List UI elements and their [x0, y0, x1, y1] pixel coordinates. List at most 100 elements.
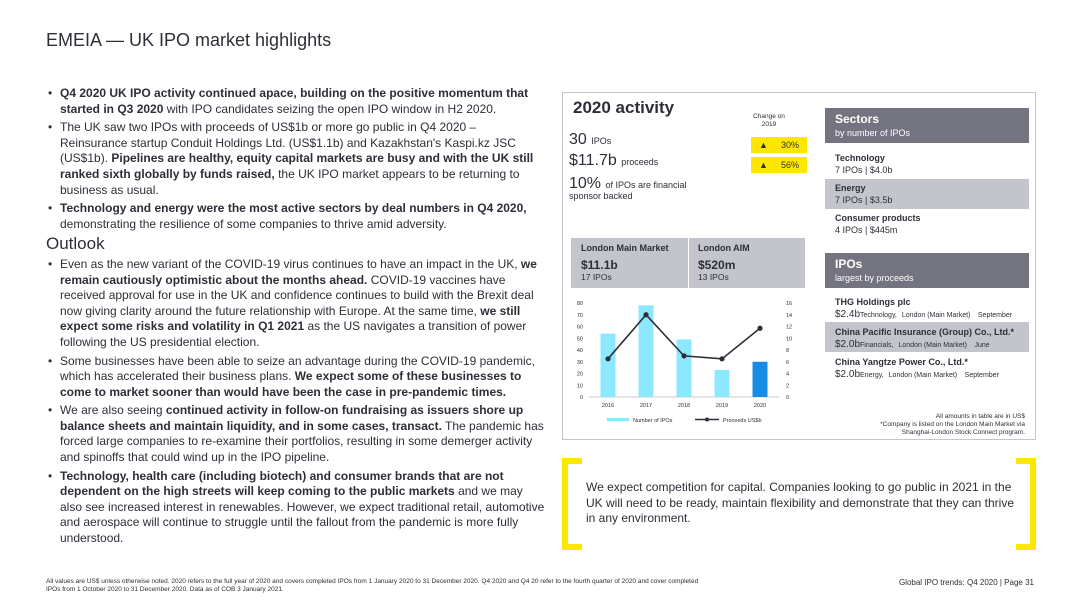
y-right-tick-label: 14 [786, 313, 792, 319]
bullet-item: Some businesses have been able to seize … [46, 354, 546, 401]
note-line: *Company is listed on the London Main Ma… [880, 421, 1025, 428]
bullet-text: The pandemic has forced large companies … [60, 418, 544, 465]
bullet-item: Technology and energy were the most acti… [46, 201, 546, 232]
bullet-text: COVID-19 vaccines have received approval… [60, 272, 534, 318]
sector-detail: 7 IPOs | $4.0b [835, 165, 893, 175]
ipo-market: London (Main Market) [901, 312, 971, 319]
market-aim: London AIM $520m 13 IPOs [688, 243, 805, 282]
bullet-item: Technology, health care (including biote… [46, 469, 546, 547]
legend-swatch-bars [607, 418, 629, 421]
ipo-month: September [977, 312, 1013, 319]
market-main-sub: 17 IPOs [581, 272, 612, 282]
bullet-bold: We expect some of these businesses to co… [60, 369, 522, 399]
ipo-name: China Pacific Insurance (Group) Co., Ltd… [835, 327, 1015, 337]
ipos-header: IPOs largest by proceeds [825, 253, 1029, 288]
y-right-tick-label: 12 [786, 325, 792, 331]
table-notes: All amounts in table are in US$ *Company… [880, 413, 1025, 437]
bullet-bold: we still expect some risks and volatilit… [60, 303, 521, 334]
y-left-tick-label: 50 [577, 336, 583, 342]
bullet-bold: we remain cautiously optimistic about th… [60, 256, 537, 287]
x-tick-label: 2018 [678, 403, 690, 409]
bullet-text: with IPO candidates seizing the open IPO… [163, 101, 497, 116]
note-line: Shanghai-London Stock Connect program. [901, 429, 1025, 436]
divider [688, 238, 689, 288]
bullet-bold: Technology, health care (including biote… [60, 468, 504, 499]
fin-value: 10% [569, 175, 602, 192]
bullet-text: The UK saw two IPOs with proceeds of US$… [60, 120, 516, 166]
stat-ipos: 30 IPOs [569, 131, 611, 149]
y-right-tick-label: 6 [786, 360, 789, 366]
sector-detail: 4 IPOs | $445m [835, 225, 898, 235]
ipos-subtitle: largest by proceeds [835, 273, 914, 283]
ipos-title: IPOs [835, 257, 863, 271]
ipo-sector: Energy, [860, 372, 884, 379]
bullets-outlook: Even as the new variant of the COVID-19 … [46, 257, 546, 547]
y-right-tick-label: 4 [786, 372, 789, 378]
x-tick-label: 2020 [754, 403, 766, 409]
y-right-tick-label: 10 [786, 336, 792, 342]
ipo-amount: $2.4b [835, 309, 861, 320]
x-tick-label: 2016 [602, 403, 614, 409]
ipo-month: September [964, 372, 999, 379]
bullet-item: Even as the new variant of the COVID-19 … [46, 257, 546, 351]
bracket-right [1016, 458, 1036, 550]
proceeds-value: $11.7b [569, 152, 617, 169]
bullet-bold: Technology and energy were the most acti… [60, 201, 527, 216]
bar [638, 305, 654, 397]
y-right-tick-label: 0 [786, 395, 789, 401]
ipo-item: THG Holdings plc $2.4bTechnology, London… [825, 292, 1029, 322]
bullet-bold: Q4 2020 UK IPO activity continued apace,… [60, 86, 529, 116]
bullet-item: The UK saw two IPOs with proceeds of US$… [46, 120, 546, 198]
proceeds-change: 56% [780, 160, 799, 170]
market-aim-sub: 13 IPOs [698, 272, 729, 282]
bullets-top: Q4 2020 UK IPO activity continued apace,… [46, 86, 546, 232]
market-aim-label: London AIM [698, 243, 750, 253]
legend-swatch-point [705, 417, 709, 422]
sector-item: Energy 7 IPOs | $3.5b [825, 179, 1029, 209]
bullet-text: as the US navigates a transition of powe… [60, 319, 527, 349]
fin-label: of IPOs are financial [605, 180, 687, 190]
sector-name: Energy [835, 183, 866, 193]
fin-label-2: sponsor backed [569, 191, 633, 201]
y-left-tick-label: 80 [577, 301, 583, 307]
bullet-text: the UK IPO market appears to be returnin… [60, 166, 520, 197]
bracket-left [562, 458, 582, 550]
bullet-item: We are also seeing continued activity in… [46, 403, 546, 465]
y-left-tick-label: 40 [577, 348, 583, 354]
sector-name: Consumer products [835, 213, 921, 223]
ipos-change-badge: ▲ 30% [751, 137, 807, 153]
ipo-name: China Yangtze Power Co., Ltd.* [835, 357, 968, 367]
ipo-amount: $2.0b [835, 339, 861, 350]
ipo-item: China Pacific Insurance (Group) Co., Ltd… [825, 322, 1029, 352]
footer-page: Global IPO trends: Q4 2020 | Page 31 [898, 578, 1034, 587]
line-point [757, 325, 763, 331]
stat-proceeds: $11.7b proceeds [569, 152, 658, 170]
ipo-amount: $2.0b [835, 369, 861, 380]
proceeds-label: proceeds [621, 157, 659, 167]
sectors-title: Sectors [835, 112, 880, 126]
commentary: Q4 2020 UK IPO activity continued apace,… [46, 86, 546, 550]
bullet-text: demonstrating the resilience of some com… [60, 216, 447, 231]
ipo-sector: Financials, [860, 342, 894, 349]
up-arrow-icon: ▲ [759, 160, 768, 170]
note-line: All amounts in table are in US$ [935, 413, 1025, 420]
ipo-name: THG Holdings plc [835, 297, 911, 307]
ipo-item: China Yangtze Power Co., Ltd.* $2.0bEner… [825, 352, 1029, 382]
line-point [643, 312, 649, 318]
ipos-value: 30 [569, 131, 587, 148]
x-tick-label: 2019 [716, 403, 728, 409]
line-point [719, 356, 725, 362]
sector-detail: 7 IPOs | $3.5b [835, 195, 893, 205]
y-right-tick-label: 16 [786, 301, 792, 307]
legend-label: Proceeds US$b [723, 418, 762, 424]
bullet-bold: Pipelines are healthy, equity capital ma… [60, 151, 534, 181]
y-left-tick-label: 10 [577, 383, 583, 389]
sectors-subtitle: by number of IPOs [835, 128, 911, 138]
outlook-heading: Outlook [46, 234, 105, 254]
y-right-tick-label: 2 [786, 383, 789, 389]
bullet-item: Q4 2020 UK IPO activity continued apace,… [46, 86, 546, 117]
legend-label: Number of IPOs [633, 418, 673, 424]
ipos-label: IPOs [591, 136, 612, 146]
up-arrow-icon: ▲ [759, 140, 768, 150]
market-aim-value: $520m [698, 258, 736, 272]
